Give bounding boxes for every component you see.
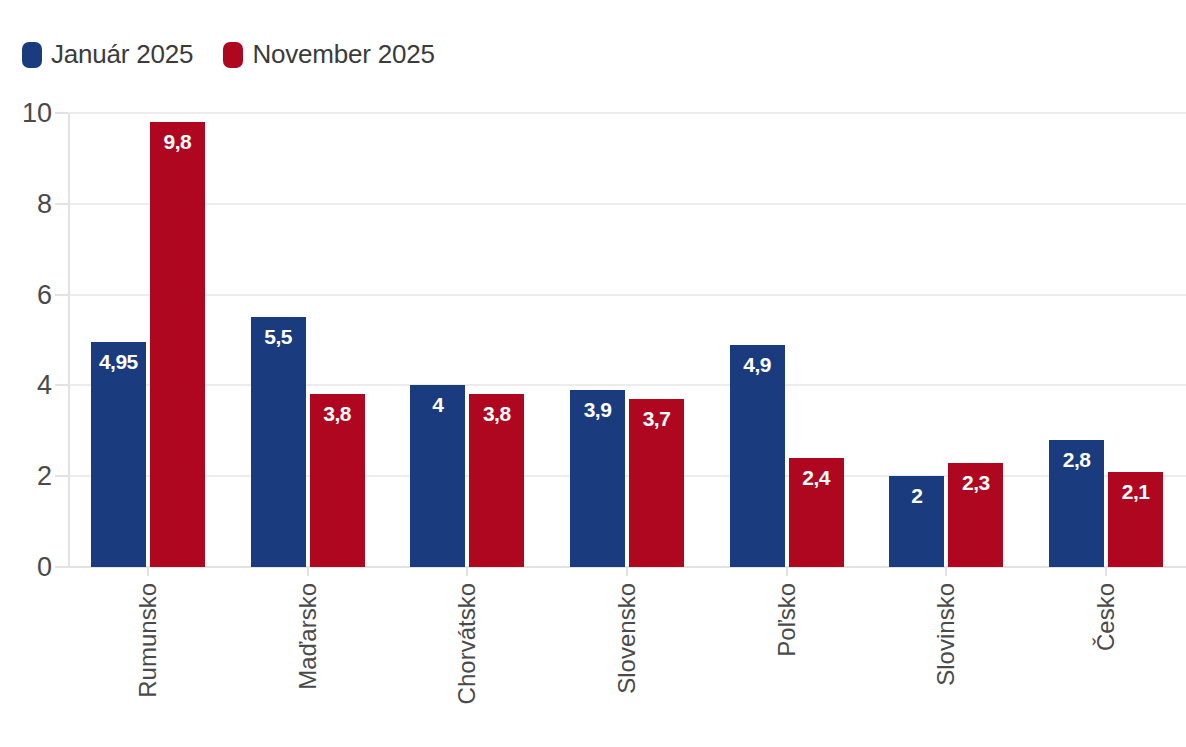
bar-value-label: 3,9 [566,398,629,422]
bar-november: 2,3 [948,463,1003,567]
gridline [68,384,1186,386]
x-axis-label: Chorvátsko [452,583,482,704]
x-axis-tick [1105,567,1107,576]
bar-januar: 4 [410,385,465,567]
legend-swatch-red [223,42,243,68]
y-axis-tick [55,384,68,386]
y-axis-label: 10 [2,98,52,128]
x-axis-tick [786,567,788,576]
bar-value-label: 2,8 [1045,448,1108,472]
legend-item-november-2025: November 2025 [223,39,434,70]
bar-value-label: 5,5 [247,325,310,349]
x-axis-label: Rumunsko [133,583,163,698]
bar-value-label: 4,9 [726,353,789,377]
x-axis-label: Slovinsko [931,583,961,686]
gridline [68,203,1186,205]
y-axis-tick [55,294,68,296]
bar-value-label: 2 [885,484,948,508]
x-axis-tick [626,567,628,576]
bar-november: 3,8 [310,394,365,567]
bar-januar: 4,9 [730,345,785,567]
bar-value-label: 4 [406,393,469,417]
bar-value-label: 3,8 [306,402,369,426]
chart-legend: Január 2025 November 2025 [22,39,435,70]
y-axis-label: 4 [2,370,52,400]
bar-november: 9,8 [150,122,205,567]
bar-value-label: 2,4 [785,466,848,490]
bar-januar: 3,9 [570,390,625,567]
y-axis-line [68,113,70,567]
y-axis-label: 0 [2,552,52,582]
y-axis-tick [55,566,68,568]
legend-label: November 2025 [252,39,434,70]
y-axis-tick [55,203,68,205]
bar-value-label: 3,8 [465,402,528,426]
bar-januar: 5,5 [251,317,306,567]
x-axis-label: Poľsko [772,583,802,657]
y-axis-label: 2 [2,461,52,491]
bar-november: 2,1 [1108,472,1163,567]
y-axis-label: 6 [2,280,52,310]
x-axis-label: Česko [1091,583,1121,651]
gridline [68,294,1186,296]
bar-value-label: 3,7 [625,407,688,431]
x-axis-tick [147,567,149,576]
x-axis-label: Slovensko [612,583,642,694]
legend-item-januar-2025: Január 2025 [22,39,193,70]
bar-januar: 4,95 [91,342,146,567]
bar-november: 2,4 [789,458,844,567]
bar-november: 3,8 [469,394,524,567]
plot-area: 4,959,85,53,843,83,93,74,92,422,32,82,1 [68,113,1186,567]
bar-value-label: 2,3 [944,471,1007,495]
x-axis-label: Maďarsko [293,583,323,690]
legend-label: Január 2025 [51,39,193,70]
bar-november: 3,7 [629,399,684,567]
y-axis-label: 8 [2,189,52,219]
bar-value-label: 2,1 [1104,480,1167,504]
bar-chart: Január 2025 November 2025 4,959,85,53,84… [0,0,1186,747]
legend-swatch-blue [22,42,42,68]
gridline [68,475,1186,477]
x-axis-tick [307,567,309,576]
x-axis-tick [466,567,468,576]
bar-value-label: 9,8 [146,130,209,154]
bar-value-label: 4,95 [87,350,150,374]
gridline [68,112,1186,114]
bar-januar: 2 [889,476,944,567]
y-axis-tick [55,112,68,114]
bar-januar: 2,8 [1049,440,1104,567]
x-axis-tick [945,567,947,576]
y-axis-tick [55,475,68,477]
